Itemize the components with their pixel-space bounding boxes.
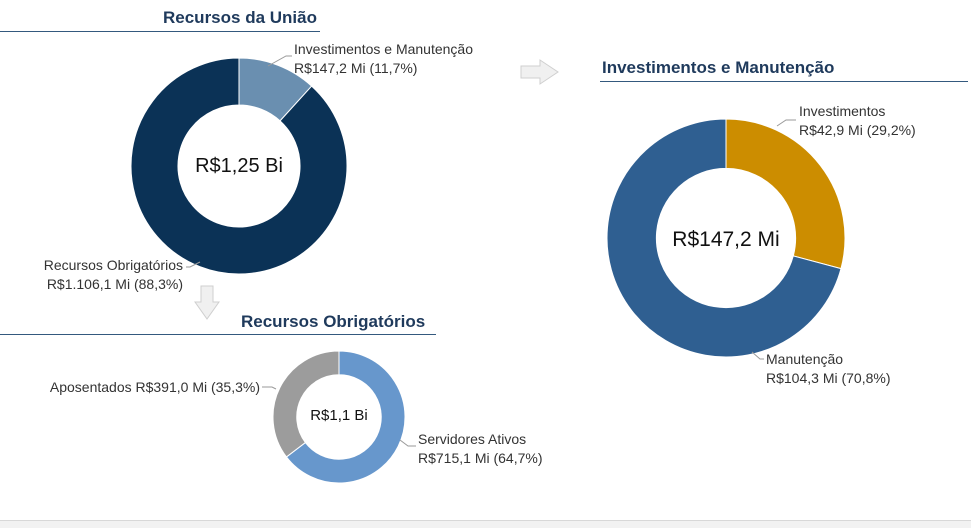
center-label-obrigatorios: R$1,1 Bi (310, 407, 368, 424)
slice-value: R$147,2 Mi (11,7%) (294, 60, 418, 76)
center-label-investimentos: R$147,2 Mi (672, 228, 780, 251)
slice-value: R$104,3 Mi (70,8%) (766, 370, 891, 386)
title-rule-uniao (0, 31, 320, 32)
bottom-bar (0, 520, 971, 528)
slice-name: Investimentos e Manutenção (294, 41, 473, 57)
slice-name: Recursos Obrigatórios (43, 257, 183, 273)
slice-name: Manutenção (766, 351, 844, 367)
donut-chart-uniao (130, 57, 348, 275)
center-label-uniao: R$1,25 Bi (195, 155, 283, 177)
title-rule-investimentos (600, 81, 968, 82)
arrow-right-icon (520, 59, 559, 85)
arrow-down-icon (194, 285, 220, 320)
slice-label-servidores-ativos: Servidores Ativos R$715,1 Mi (64,7%) (418, 430, 543, 468)
donut-slice-aposentados (272, 350, 340, 458)
slice-label-investimentos: Investimentos R$42,9 Mi (29,2%) (799, 102, 916, 140)
chart-title-investimentos-manutencao: Investimentos e Manutenção (602, 58, 835, 77)
slice-label-investimentos-manutencao: Investimentos e Manutenção R$147,2 Mi (1… (294, 40, 473, 78)
donut-slice-investimentos (725, 118, 846, 270)
slice-label-manutencao: Manutenção R$104,3 Mi (70,8%) (766, 350, 891, 388)
slice-value: R$1.106,1 Mi (88,3%) (46, 276, 183, 292)
donut-slice-servidores-ativos (285, 350, 406, 484)
slice-value: R$42,9 Mi (29,2%) (799, 122, 916, 138)
donut-chart-obrigatorios (272, 350, 406, 484)
slice-value: R$715,1 Mi (64,7%) (418, 450, 543, 466)
donut-slice-recursos-obrigatorios (130, 57, 348, 275)
chart-title-recursos-uniao: Recursos da União (163, 8, 317, 27)
slice-name: Investimentos (799, 103, 886, 119)
title-rule-obrigatorios (0, 334, 436, 335)
chart-title-recursos-obrigatorios: Recursos Obrigatórios (241, 312, 426, 331)
donut-slice-manutencao (606, 118, 842, 358)
slice-name: Servidores Ativos (418, 431, 527, 447)
slice-label-aposentados: Aposentados R$391,0 Mi (35,3%) (49, 379, 260, 395)
donut-chart-investimentos (606, 118, 846, 358)
slice-label-recursos-obrigatorios: Recursos Obrigatórios R$1.106,1 Mi (88,3… (0, 256, 183, 294)
